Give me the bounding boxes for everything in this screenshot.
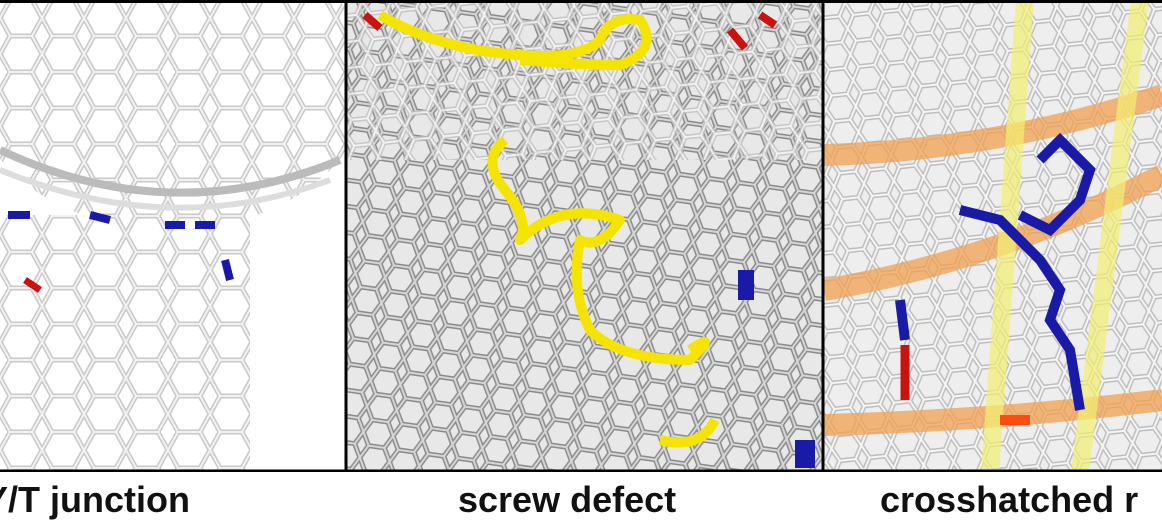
nitrogen-atoms — [895, 132, 1096, 411]
caption: crosshatched r — [880, 479, 1139, 520]
nitrogen-atoms — [8, 211, 234, 281]
caption: Y/T junction — [0, 479, 190, 520]
panels — [0, 0, 1162, 472]
panel-screw-defect — [347, 0, 822, 472]
defect-path — [377, 10, 720, 448]
panel-yt-junction — [0, 0, 345, 472]
panel-borders — [0, 0, 1162, 472]
yellow-bands — [981, 0, 1149, 472]
panel-crosshatched — [824, 0, 1162, 472]
oxygen-atoms — [362, 11, 778, 51]
caption: screw defect — [458, 479, 677, 520]
